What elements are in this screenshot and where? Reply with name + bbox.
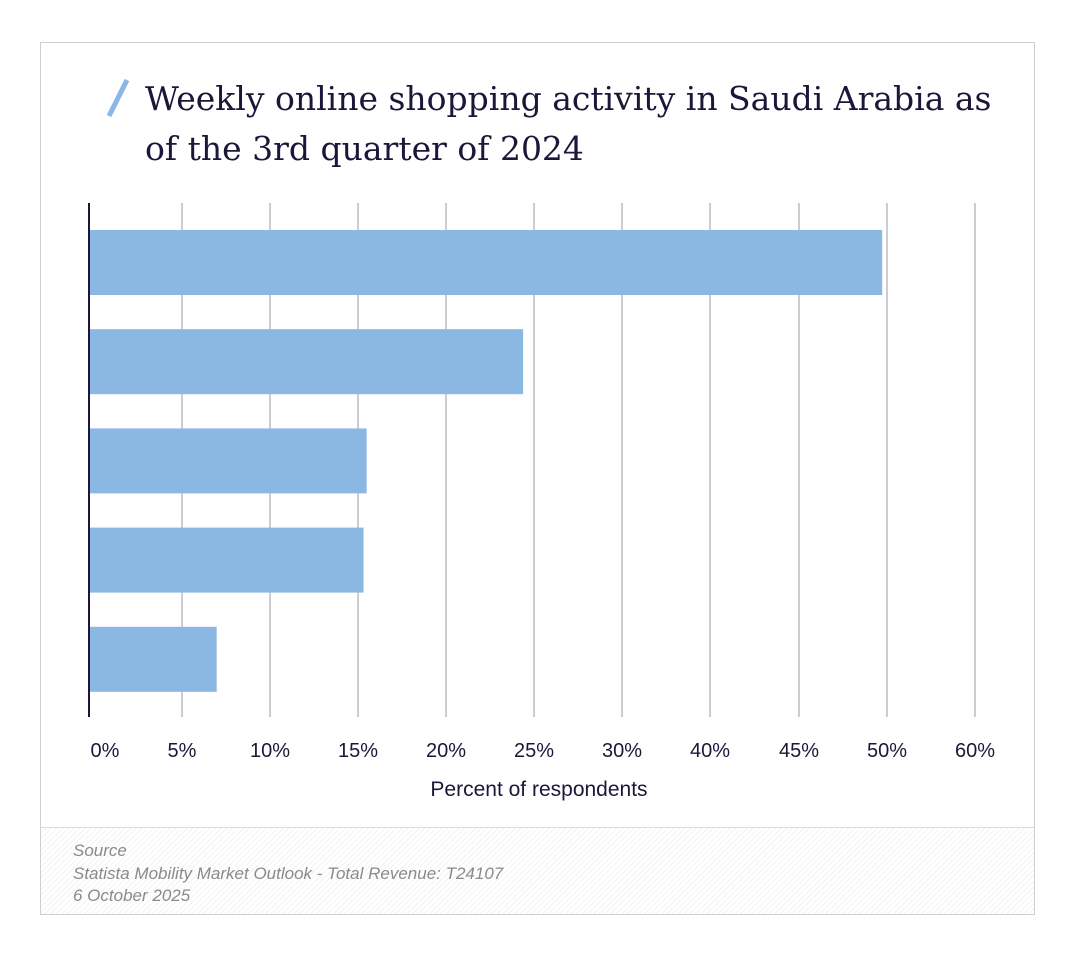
bar-2: [89, 329, 524, 395]
x-tick-label: 25%: [514, 740, 554, 762]
source-text: Statista Mobility Market Outlook - Total…: [73, 863, 504, 883]
source-footer: Source Statista Mobility Market Outlook …: [41, 827, 1034, 914]
x-tick-label: 50%: [867, 740, 907, 762]
x-tick-label: 45%: [779, 740, 819, 762]
x-tick-label: 20%: [426, 740, 466, 762]
x-tick-label: 40%: [690, 740, 730, 762]
bar-5: [89, 626, 217, 692]
x-tick-label: 30%: [602, 740, 642, 762]
x-tick-label: 5%: [168, 740, 197, 762]
chart-title: Weekly online shopping activity in Saudi…: [145, 79, 992, 168]
source-label: Source: [73, 841, 127, 860]
x-axis-label: Percent of respondents: [430, 778, 647, 801]
x-tick-label: 15%: [338, 740, 378, 762]
bar-3: [89, 428, 367, 494]
bar-4: [89, 527, 364, 593]
x-tick-label: 60%: [955, 740, 995, 762]
release-date: 6 October 2025: [73, 886, 191, 905]
x-tick-label: 10%: [250, 740, 290, 762]
slash-accent-icon: [106, 78, 130, 118]
x-tick-label: 0%: [91, 740, 120, 762]
bar-1: [89, 230, 883, 295]
